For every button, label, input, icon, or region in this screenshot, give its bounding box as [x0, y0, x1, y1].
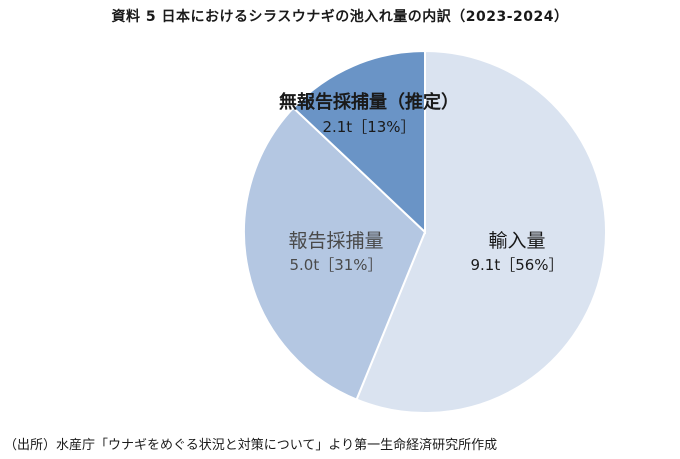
source-note: （出所）水産庁「ウナギをめぐる状況と対策について」より第一生命経済研究所作成 [4, 438, 498, 453]
slice-label-import: 輸入量 9.1t［56%］ [470, 228, 563, 276]
slice-value-import: 9.1t［56%］ [470, 256, 564, 274]
slice-reported [243, 106, 427, 401]
slice-name-unreported: 無報告採捕量（推定） [279, 92, 459, 113]
slice-label-reported: 報告採捕量 5.0t［31%］ [288, 228, 383, 276]
slice-value-unreported: 2.1t［13%］ [322, 118, 416, 136]
slice-unreported [291, 49, 426, 235]
slice-label-unreported: 無報告採捕量（推定） 2.1t［13%］ [279, 90, 459, 138]
slice-name-import: 輸入量 [488, 230, 546, 252]
slice-value-reported: 5.0t［31%］ [289, 256, 383, 274]
chart-title: 資料 5 日本におけるシラスウナギの池入れ量の内訳（2023-2024） [111, 9, 569, 25]
slice-import [355, 49, 607, 414]
slice-name-reported: 報告採捕量 [288, 230, 384, 252]
